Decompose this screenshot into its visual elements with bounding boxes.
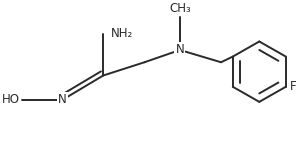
Text: F: F — [290, 80, 296, 93]
Text: CH₃: CH₃ — [169, 2, 191, 15]
Text: N: N — [175, 44, 184, 57]
Text: N: N — [58, 94, 67, 106]
Text: HO: HO — [2, 94, 20, 106]
Text: NH₂: NH₂ — [111, 27, 133, 40]
